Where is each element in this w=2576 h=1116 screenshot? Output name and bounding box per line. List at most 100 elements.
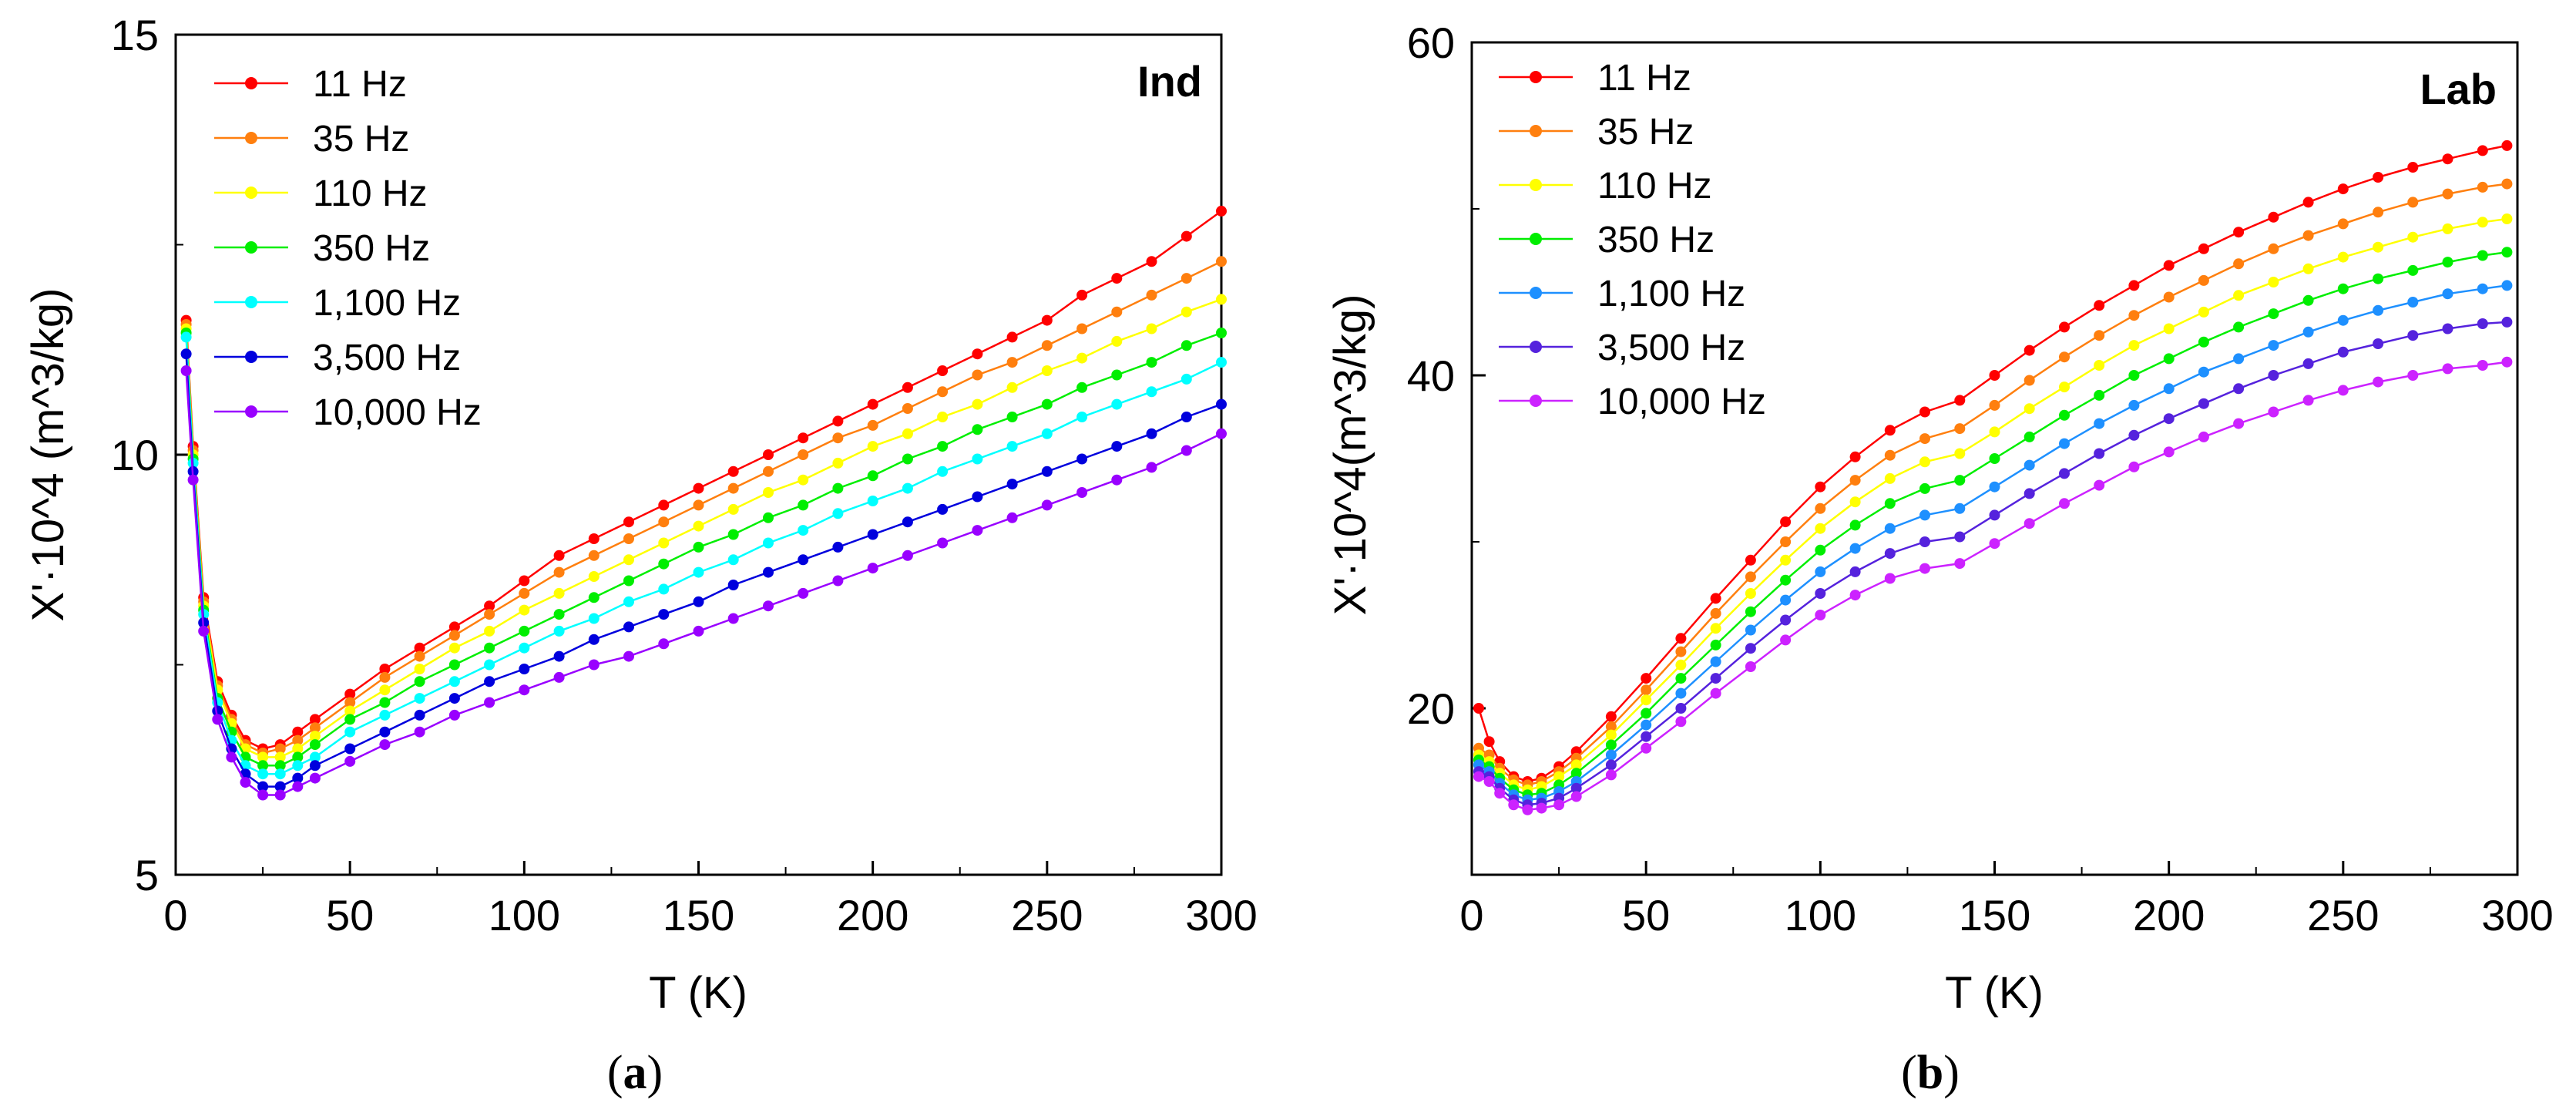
legend-marker [1530, 179, 1542, 191]
data-point [2268, 340, 2279, 351]
series-1100hz-hz [180, 331, 1227, 780]
data-point [2373, 207, 2384, 218]
data-point [1006, 382, 1018, 393]
y-tick-label: 10 [111, 431, 159, 479]
data-point [257, 789, 269, 801]
legend-item: 11 Hz [214, 64, 407, 105]
data-point [1146, 256, 1157, 267]
data-point [2059, 351, 2070, 363]
data-point [414, 650, 425, 662]
data-point [2233, 353, 2245, 365]
data-point [344, 726, 356, 738]
data-point [727, 554, 739, 566]
data-point [2302, 326, 2314, 338]
legend-marker [245, 132, 257, 144]
data-point [553, 566, 565, 578]
data-point [379, 664, 391, 674]
data-point [763, 466, 774, 477]
data-point [187, 474, 199, 486]
data-point [1181, 306, 1192, 318]
data-point [292, 734, 304, 746]
legend-label: 35 Hz [1597, 112, 1694, 153]
data-point [1076, 352, 1088, 364]
data-point [902, 453, 913, 465]
legend-marker [1530, 125, 1542, 137]
data-point [1641, 731, 1652, 742]
data-point [1710, 623, 1721, 634]
data-point [2373, 376, 2384, 388]
data-point [414, 726, 425, 738]
data-point [379, 697, 391, 708]
data-point [2442, 188, 2453, 200]
data-point [2501, 213, 2513, 224]
data-point [763, 512, 774, 523]
data-point [763, 600, 774, 612]
data-point [414, 664, 425, 674]
x-tick-label: 300 [1185, 891, 1257, 940]
data-point [309, 760, 321, 771]
legend-item: 110 Hz [214, 173, 428, 214]
data-point [309, 751, 321, 763]
data-point [972, 491, 983, 503]
data-point [1181, 230, 1192, 242]
data-point [1919, 406, 1930, 418]
series-line [185, 261, 1222, 755]
x-tick-label: 100 [1785, 891, 1856, 940]
data-point [1181, 340, 1192, 351]
data-point [2233, 321, 2245, 333]
data-point [2094, 389, 2105, 401]
data-point [1675, 646, 1687, 657]
data-point [763, 537, 774, 549]
data-point [727, 466, 739, 477]
data-point [1675, 659, 1687, 671]
data-point [2268, 370, 2279, 381]
data-point [972, 424, 983, 435]
data-point [1954, 448, 1966, 459]
data-point [1216, 398, 1227, 410]
data-point [867, 470, 878, 482]
data-point [309, 739, 321, 751]
x-tick-label: 100 [489, 891, 560, 940]
data-point [937, 441, 949, 452]
data-point [2337, 314, 2349, 326]
data-point [1146, 428, 1157, 439]
data-point [2477, 318, 2488, 329]
data-point [867, 563, 878, 574]
data-point [2268, 277, 2279, 287]
data-point [553, 550, 565, 561]
data-point [1605, 769, 1617, 781]
data-point [2442, 257, 2453, 268]
data-point [798, 587, 809, 599]
data-point [2163, 446, 2175, 458]
data-point [1641, 708, 1652, 719]
data-point [2407, 162, 2419, 173]
legend-label: 35 Hz [313, 119, 409, 160]
legend-marker [245, 187, 257, 199]
data-point [2198, 431, 2209, 442]
data-point [344, 714, 356, 725]
data-point [1483, 736, 1495, 748]
data-point [2302, 358, 2314, 369]
data-point [344, 743, 356, 755]
data-point [2407, 197, 2419, 208]
data-point [1710, 673, 1721, 684]
data-point [1006, 512, 1018, 523]
data-point [1553, 771, 1565, 782]
data-point [623, 533, 634, 544]
data-point [2268, 211, 2279, 223]
data-point [2024, 375, 2035, 386]
caption-b: (b) [1901, 1047, 1960, 1099]
data-point [1849, 519, 1861, 531]
legend-item: 350 Hz [1499, 220, 1715, 261]
data-point [623, 575, 634, 587]
data-point [2198, 243, 2209, 254]
y-tick-label: 60 [1407, 18, 1455, 67]
legend-marker [245, 77, 257, 89]
data-point [2128, 280, 2140, 291]
legend-item: 35 Hz [1499, 112, 1694, 153]
series-3500hz-hz [180, 348, 1227, 792]
data-point [1710, 656, 1721, 667]
legend-item: 1,100 Hz [214, 283, 461, 324]
data-point [1884, 498, 1896, 509]
data-point [2442, 323, 2453, 334]
